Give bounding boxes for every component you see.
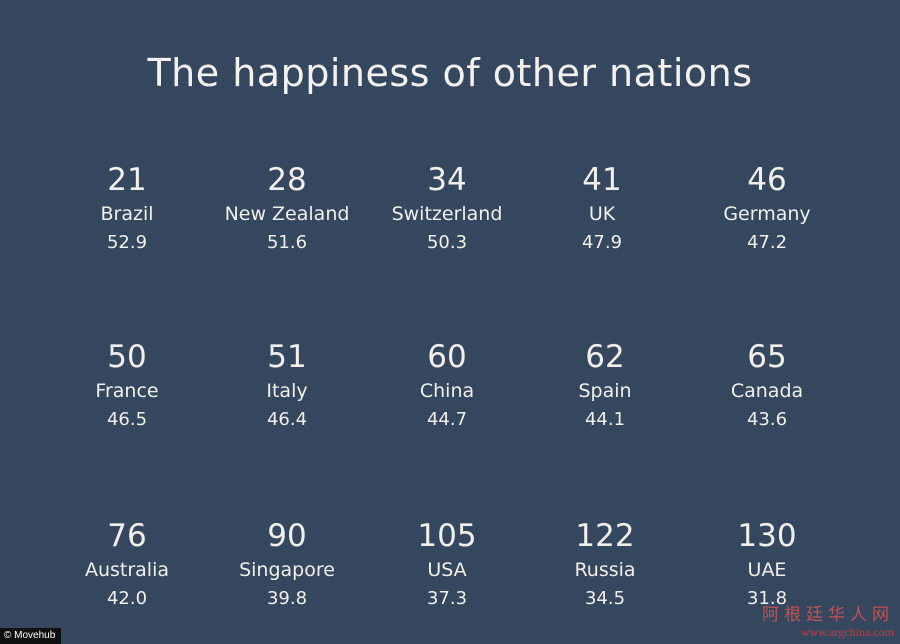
nation-rank: 34 (427, 162, 467, 198)
nation-score: 44.1 (584, 409, 626, 430)
nation-rank: 105 (417, 518, 477, 554)
nation-card: 122 Russia 34.5 (525, 516, 685, 611)
nation-card: 90 Singapore 39.8 (207, 516, 367, 611)
nation-rank: 76 (107, 518, 147, 554)
nation-rank: 90 (267, 518, 307, 554)
nation-rank: 130 (737, 518, 797, 554)
nation-country: Canada (730, 380, 804, 402)
nation-card: 41 UK 47.9 (522, 160, 682, 255)
nation-country: Australia (84, 559, 170, 581)
nation-rank: 62 (585, 339, 625, 375)
nation-country: China (419, 380, 475, 402)
nation-card: 65 Canada 43.6 (687, 337, 847, 432)
nation-score: 44.7 (426, 409, 468, 430)
watermark: 阿根廷华人网 www.argchina.com (762, 600, 894, 640)
nation-score: 43.6 (746, 409, 788, 430)
nation-rank: 21 (107, 162, 147, 198)
nation-country: Switzerland (391, 203, 503, 225)
nation-country: UK (588, 203, 616, 225)
nation-country: Spain (578, 380, 632, 402)
nation-score: 31.8 (746, 588, 788, 609)
page-title: The happiness of other nations (147, 51, 753, 95)
nation-score: 34.5 (584, 588, 626, 609)
nation-score: 42.0 (106, 588, 148, 609)
nation-rank: 50 (107, 339, 147, 375)
nations-grid: 21 Brazil 52.9 28 New Zealand 51.6 34 Sw… (47, 160, 847, 630)
nation-country: Singapore (239, 559, 335, 581)
nation-card: 76 Australia 42.0 (47, 516, 207, 611)
nation-score: 51.6 (266, 232, 308, 253)
nation-card: 51 Italy 46.4 (207, 337, 367, 432)
nation-score: 37.3 (426, 588, 468, 609)
nation-rank: 46 (747, 162, 787, 198)
nation-country: Russia (574, 559, 636, 581)
nation-card: 105 USA 37.3 (367, 516, 527, 611)
nation-rank: 122 (575, 518, 635, 554)
nation-rank: 65 (747, 339, 787, 375)
nation-card: 62 Spain 44.1 (525, 337, 685, 432)
nation-rank: 60 (427, 339, 467, 375)
nation-score: 47.2 (746, 232, 788, 253)
nation-country: Italy (266, 380, 308, 402)
nation-score: 46.4 (266, 409, 308, 430)
nation-country: France (95, 380, 159, 402)
nation-card: 46 Germany 47.2 (687, 160, 847, 255)
nation-score: 39.8 (266, 588, 308, 609)
nation-country: Brazil (100, 203, 154, 225)
nation-score: 47.9 (581, 232, 623, 253)
nation-card: 130 UAE 31.8 (687, 516, 847, 611)
nation-country: USA (427, 559, 467, 581)
nation-score: 50.3 (426, 232, 468, 253)
nation-country: UAE (747, 559, 787, 581)
nation-rank: 41 (582, 162, 622, 198)
nation-card: 34 Switzerland 50.3 (367, 160, 527, 255)
image-credit: © Movehub (0, 628, 62, 644)
nation-rank: 51 (267, 339, 307, 375)
nation-score: 52.9 (106, 232, 148, 253)
nation-card: 21 Brazil 52.9 (47, 160, 207, 255)
nation-country: Germany (723, 203, 811, 225)
nation-rank: 28 (267, 162, 307, 198)
nation-score: 46.5 (106, 409, 148, 430)
nation-card: 60 China 44.7 (367, 337, 527, 432)
watermark-url: www.argchina.com (801, 625, 894, 639)
nation-country: New Zealand (224, 203, 350, 225)
nation-card: 50 France 46.5 (47, 337, 207, 432)
nation-card: 28 New Zealand 51.6 (207, 160, 367, 255)
watermark-text: 阿根廷华人网 (762, 605, 894, 625)
